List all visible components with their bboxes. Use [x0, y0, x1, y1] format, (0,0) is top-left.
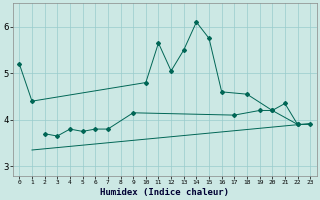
- X-axis label: Humidex (Indice chaleur): Humidex (Indice chaleur): [100, 188, 229, 197]
